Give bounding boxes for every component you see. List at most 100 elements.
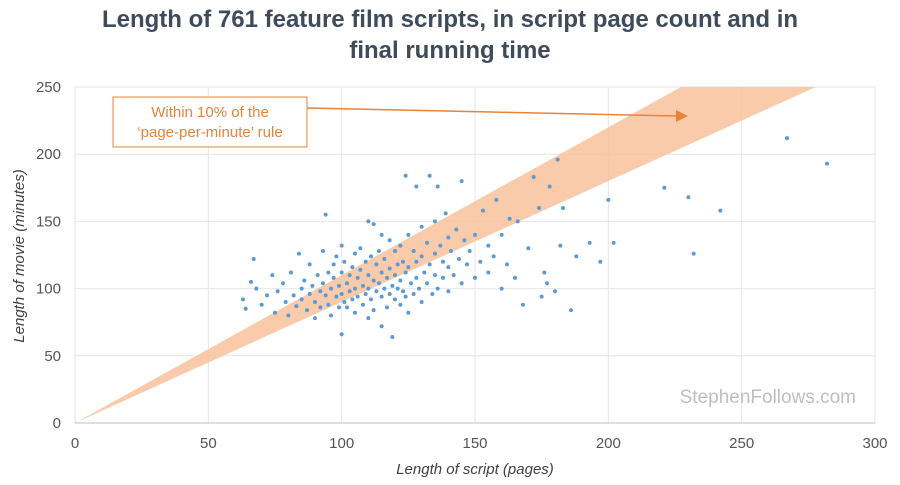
- y-tick-label: 150: [36, 213, 61, 230]
- data-point: [387, 291, 392, 296]
- data-point: [526, 246, 531, 251]
- data-point: [249, 279, 253, 284]
- data-point: [353, 251, 357, 256]
- data-point: [419, 224, 424, 229]
- chart-title-line-1: Length of 761 feature film scripts, in s…: [101, 6, 799, 33]
- data-point: [321, 281, 325, 286]
- chart-title: Length of 761 feature film scripts, in s…: [0, 4, 900, 66]
- data-point: [390, 334, 395, 339]
- data-point: [393, 297, 397, 302]
- data-point: [297, 251, 301, 256]
- data-point: [390, 283, 395, 288]
- data-point: [361, 283, 365, 288]
- data-point: [433, 251, 437, 256]
- data-point: [401, 289, 405, 294]
- data-point: [459, 179, 464, 184]
- data-point: [377, 281, 381, 286]
- data-point: [486, 270, 491, 275]
- x-tick-label: 50: [200, 435, 217, 452]
- data-point: [366, 316, 371, 321]
- data-point: [446, 289, 451, 294]
- data-point: [401, 259, 405, 264]
- data-point: [310, 283, 315, 288]
- data-point: [305, 308, 309, 313]
- data-point: [313, 300, 317, 305]
- y-tick-label: 0: [53, 415, 61, 432]
- data-point: [313, 316, 317, 321]
- page-per-minute-band: [75, 87, 816, 423]
- data-point: [486, 243, 491, 248]
- annotation: Within 10% of the ‘page-per-minute’ rule: [112, 96, 688, 148]
- data-point: [427, 173, 432, 178]
- data-point: [393, 248, 397, 253]
- data-point: [606, 197, 611, 202]
- data-point: [393, 273, 397, 278]
- data-point: [339, 270, 344, 275]
- data-point: [369, 254, 373, 259]
- data-point: [406, 310, 411, 315]
- data-point: [323, 212, 328, 217]
- data-point: [403, 270, 408, 275]
- chart-title-line-2: final running time: [349, 37, 551, 64]
- data-point: [291, 293, 296, 298]
- data-point: [465, 262, 469, 267]
- data-point: [275, 289, 280, 294]
- data-point: [379, 294, 384, 299]
- data-point: [513, 275, 517, 280]
- data-point: [587, 240, 592, 245]
- data-point: [409, 281, 413, 286]
- data-point: [323, 293, 328, 298]
- data-point: [318, 289, 323, 294]
- data-point: [446, 265, 451, 270]
- data-point: [473, 232, 477, 237]
- data-point: [515, 219, 520, 224]
- data-point: [326, 270, 331, 275]
- data-point: [435, 184, 440, 189]
- data-point: [403, 173, 408, 178]
- data-point: [425, 281, 429, 286]
- data-point: [414, 259, 419, 264]
- data-point: [329, 313, 333, 318]
- data-point: [414, 275, 419, 280]
- data-point: [459, 281, 464, 286]
- data-point: [449, 248, 453, 253]
- x-tick-label: 150: [462, 435, 487, 452]
- data-point: [342, 300, 347, 305]
- data-point: [281, 281, 285, 286]
- data-point: [355, 294, 360, 299]
- data-point: [521, 302, 525, 307]
- data-point: [254, 286, 259, 291]
- data-point: [363, 291, 368, 296]
- data-point: [398, 243, 403, 248]
- data-point: [451, 273, 456, 278]
- annotation-arrow-line: [306, 107, 679, 117]
- data-point: [419, 254, 424, 259]
- data-point: [339, 332, 344, 337]
- data-point: [371, 308, 376, 313]
- data-point: [598, 259, 603, 264]
- data-point: [382, 286, 387, 291]
- data-point: [561, 205, 565, 210]
- data-point: [406, 265, 411, 270]
- data-point: [379, 270, 384, 275]
- data-point: [574, 254, 579, 259]
- data-point: [398, 278, 403, 283]
- data-point: [369, 297, 373, 302]
- data-point: [387, 238, 392, 243]
- data-point: [350, 265, 355, 270]
- data-point: [326, 302, 331, 307]
- x-tick-label: 200: [596, 435, 621, 452]
- data-point: [363, 259, 368, 264]
- data-point: [358, 246, 363, 251]
- data-point: [446, 235, 451, 240]
- data-point: [289, 270, 293, 275]
- data-point: [499, 232, 504, 237]
- data-point: [342, 259, 347, 264]
- data-point: [403, 294, 408, 299]
- data-point: [345, 281, 349, 286]
- data-point: [243, 306, 248, 311]
- data-point: [785, 136, 789, 141]
- y-axis-label: Length of movie (minutes): [11, 169, 28, 342]
- data-point: [385, 305, 389, 310]
- data-point: [334, 254, 339, 259]
